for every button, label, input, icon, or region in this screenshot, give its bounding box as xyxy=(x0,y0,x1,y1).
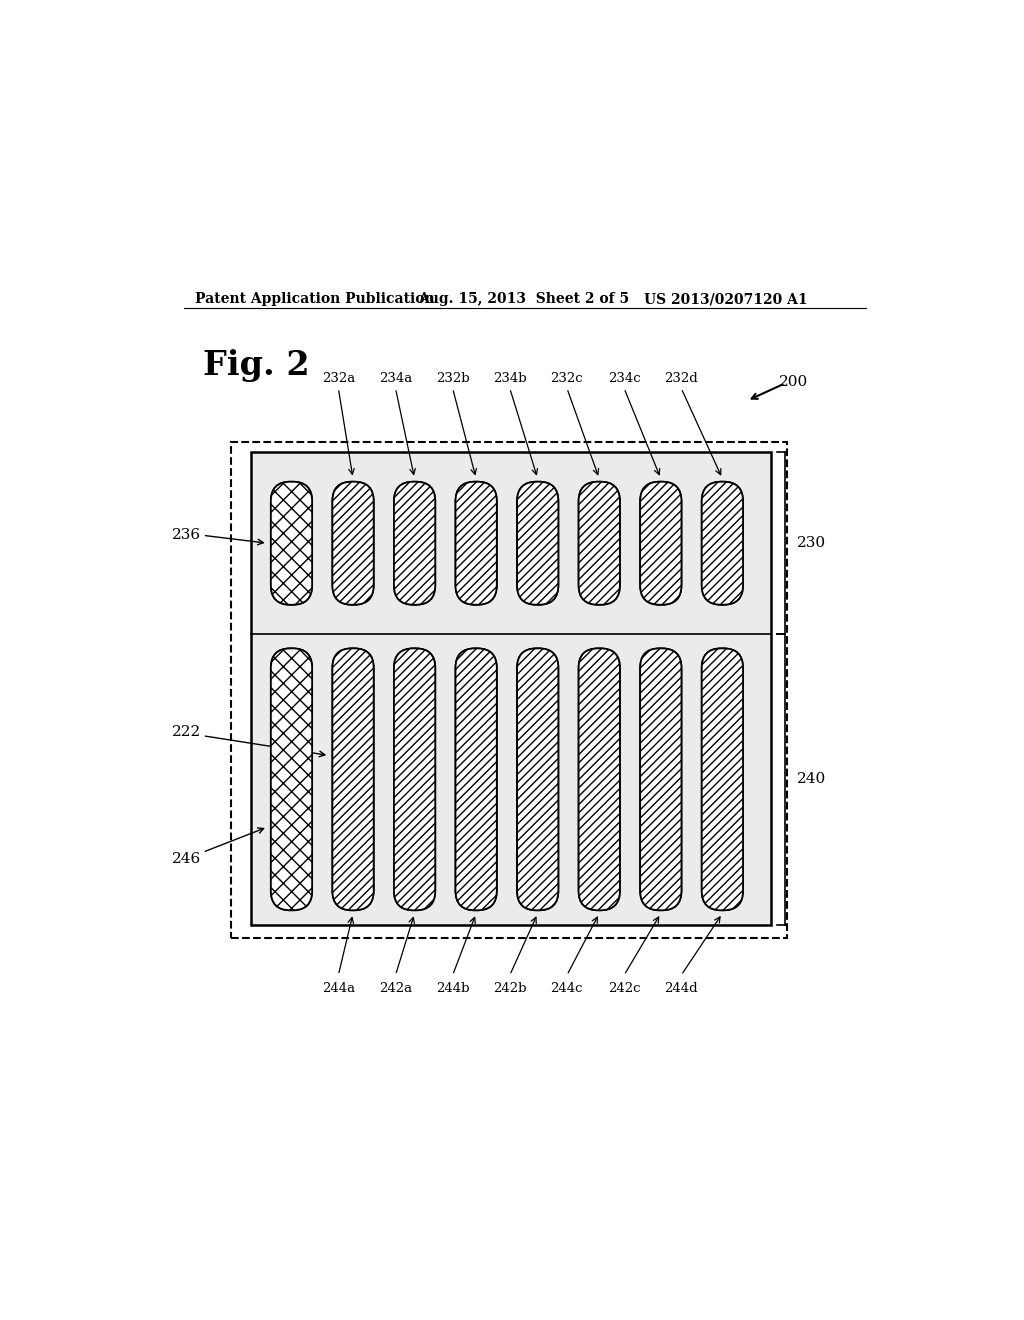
Text: 232d: 232d xyxy=(665,372,698,385)
Text: 222: 222 xyxy=(172,725,201,739)
Text: 242c: 242c xyxy=(608,982,640,995)
FancyBboxPatch shape xyxy=(333,648,374,911)
FancyBboxPatch shape xyxy=(579,648,620,911)
Text: 234a: 234a xyxy=(379,372,412,385)
FancyBboxPatch shape xyxy=(456,482,497,605)
Text: 234c: 234c xyxy=(607,372,640,385)
Text: 232c: 232c xyxy=(551,372,584,385)
Text: 230: 230 xyxy=(797,536,826,550)
Text: 236: 236 xyxy=(172,528,201,543)
FancyBboxPatch shape xyxy=(270,648,312,911)
Text: 232a: 232a xyxy=(322,372,355,385)
FancyBboxPatch shape xyxy=(333,482,374,605)
FancyBboxPatch shape xyxy=(579,648,620,911)
FancyBboxPatch shape xyxy=(579,482,620,605)
Text: 244a: 244a xyxy=(322,982,355,995)
FancyBboxPatch shape xyxy=(579,482,620,605)
Text: Patent Application Publication: Patent Application Publication xyxy=(196,292,435,306)
FancyBboxPatch shape xyxy=(333,482,374,605)
Text: 200: 200 xyxy=(778,375,808,389)
Text: 244d: 244d xyxy=(665,982,698,995)
Text: 234b: 234b xyxy=(493,372,526,385)
FancyBboxPatch shape xyxy=(701,648,743,911)
FancyBboxPatch shape xyxy=(701,482,743,605)
Text: 242b: 242b xyxy=(493,982,526,995)
Text: 244c: 244c xyxy=(551,982,583,995)
FancyBboxPatch shape xyxy=(701,482,743,605)
FancyBboxPatch shape xyxy=(517,648,558,911)
FancyBboxPatch shape xyxy=(394,482,435,605)
FancyBboxPatch shape xyxy=(517,482,558,605)
FancyBboxPatch shape xyxy=(270,482,312,605)
FancyBboxPatch shape xyxy=(517,482,558,605)
Text: 240: 240 xyxy=(797,772,826,787)
FancyBboxPatch shape xyxy=(456,648,497,911)
Text: Fig. 2: Fig. 2 xyxy=(204,348,310,381)
FancyBboxPatch shape xyxy=(394,648,435,911)
FancyBboxPatch shape xyxy=(640,648,681,911)
Text: 244b: 244b xyxy=(436,982,469,995)
FancyBboxPatch shape xyxy=(640,648,681,911)
Bar xyxy=(231,442,786,939)
FancyBboxPatch shape xyxy=(640,482,681,605)
FancyBboxPatch shape xyxy=(270,482,312,605)
Text: 232b: 232b xyxy=(436,372,469,385)
FancyBboxPatch shape xyxy=(394,482,435,605)
FancyBboxPatch shape xyxy=(270,648,312,911)
Text: US 2013/0207120 A1: US 2013/0207120 A1 xyxy=(644,292,808,306)
FancyBboxPatch shape xyxy=(333,648,374,911)
FancyBboxPatch shape xyxy=(456,482,497,605)
Text: 246: 246 xyxy=(172,851,201,866)
FancyBboxPatch shape xyxy=(701,648,743,911)
FancyBboxPatch shape xyxy=(517,648,558,911)
FancyBboxPatch shape xyxy=(456,648,497,911)
FancyBboxPatch shape xyxy=(640,482,681,605)
FancyBboxPatch shape xyxy=(394,648,435,911)
Text: Aug. 15, 2013  Sheet 2 of 5: Aug. 15, 2013 Sheet 2 of 5 xyxy=(418,292,629,306)
Bar xyxy=(251,453,771,924)
Text: 242a: 242a xyxy=(379,982,412,995)
